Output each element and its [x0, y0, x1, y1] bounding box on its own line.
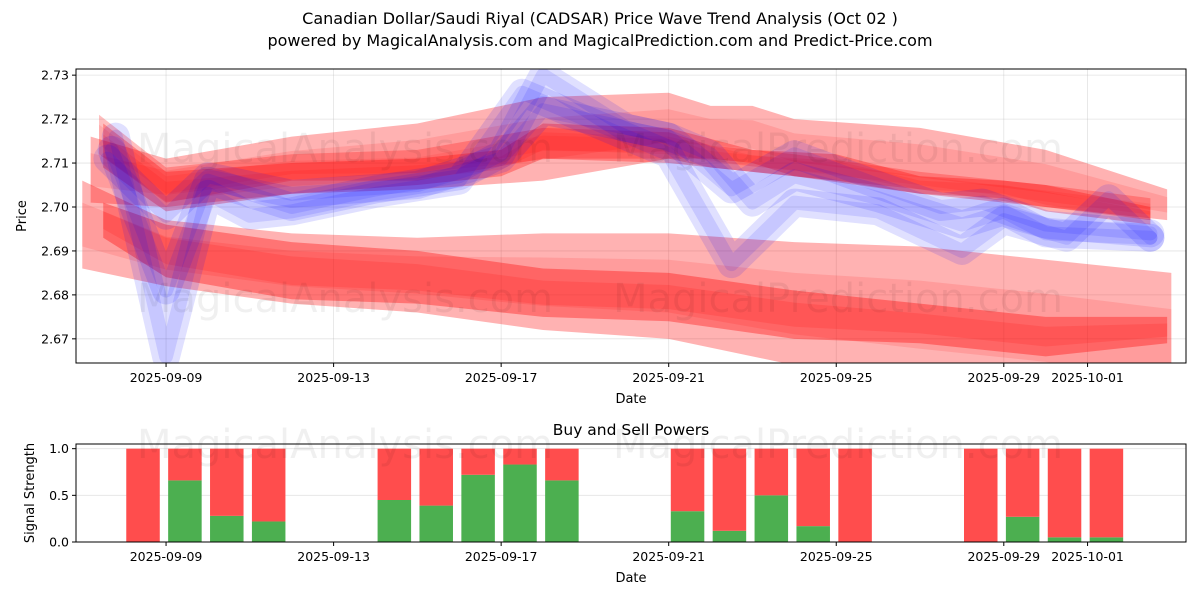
- main-x-tick-label: 2025-10-01: [1051, 370, 1124, 385]
- sell-bar: [796, 448, 830, 527]
- watermark-analysis-top: MagicalAnalysis.com: [137, 126, 553, 172]
- red-band-upper-thin: [99, 114, 1151, 221]
- bar-axes-frame: [75, 443, 1187, 543]
- red-band-lower-wide: [82, 180, 1172, 363]
- buy-bar: [1005, 516, 1040, 542]
- bar-chart-title: Buy and Sell Powers: [553, 421, 710, 439]
- buy-bar: [461, 474, 495, 542]
- blue-wave-2-core: [104, 69, 1158, 298]
- red-band-upper-wide-inner: [90, 109, 1168, 213]
- sell-bar: [461, 448, 495, 475]
- main-y-tick-label: 2.68: [41, 287, 69, 302]
- main-y-axis-label: Price: [15, 200, 30, 232]
- buy-bar: [419, 505, 453, 542]
- sell-bar: [1089, 448, 1124, 538]
- sell-bar: [251, 448, 286, 522]
- bar-y-tick-label: 0.5: [49, 488, 69, 503]
- blue-wave-2: [97, 69, 1165, 305]
- bar-x-tick-label: 2025-09-21: [632, 549, 705, 564]
- blue-wave-1-core: [108, 85, 1158, 363]
- buy-bar: [210, 515, 244, 542]
- chart-subtitle: powered by MagicalAnalysis.com and Magic…: [267, 31, 933, 50]
- sell-bar: [712, 448, 747, 531]
- watermark-analysis-bottom: MagicalAnalysis.com: [137, 276, 553, 322]
- sell-bar: [377, 448, 412, 500]
- buy-bar: [503, 464, 537, 542]
- bar-x-tick-label: 2025-10-01: [1051, 549, 1124, 564]
- watermark-prediction-bars: MagicalPrediction.com: [613, 422, 1063, 468]
- buy-bar: [754, 495, 789, 542]
- main-x-axis-label: Date: [615, 392, 646, 407]
- blue-wave-1: [101, 78, 1165, 363]
- sell-bar: [1005, 448, 1040, 517]
- main-y-tick-label: 2.73: [41, 68, 69, 83]
- bar-ticks: 0.0 0.5 1.0 2025-09-09 2025-09-13 2025-09-17 2…: [49, 441, 1124, 564]
- buy-bar: [670, 511, 705, 542]
- main-grid: [76, 69, 1186, 363]
- chart-title: Canadian Dollar/Saudi Riyal (CADSAR) Pri…: [302, 9, 898, 28]
- watermark-prediction-top: MagicalPrediction.com: [613, 126, 1063, 172]
- main-x-tick-label: 2025-09-13: [297, 370, 370, 385]
- sell-bar: [964, 448, 998, 542]
- bar-x-tick-label: 2025-09-09: [130, 549, 203, 564]
- bar-x-tick-label: 2025-09-25: [800, 549, 873, 564]
- bar-x-tick-label: 2025-09-17: [465, 549, 538, 564]
- main-ticks: 2.67 2.68 2.69 2.70 2.71 2.72 2.73 2025-09-09 20…: [41, 68, 1124, 385]
- main-y-tick-label: 2.69: [41, 243, 69, 258]
- blue-wave-3-core: [100, 103, 1158, 241]
- sell-bar: [545, 448, 579, 481]
- buy-bar: [251, 521, 286, 542]
- red-band-lower-core: [103, 202, 1168, 357]
- sell-bar: [838, 448, 872, 542]
- watermark-analysis-bars: MagicalAnalysis.com: [137, 422, 553, 468]
- main-axes-frame: [75, 68, 1187, 364]
- sell-bar: [670, 448, 705, 512]
- bar-y-axis-label: Signal Strength: [23, 443, 38, 543]
- sell-bar: [419, 448, 453, 506]
- red-band-lower-core-inner: [103, 211, 1168, 347]
- buy-bar: [712, 530, 747, 542]
- main-x-tick-label: 2025-09-25: [800, 370, 873, 385]
- bar-x-tick-label: 2025-09-13: [297, 549, 370, 564]
- sell-bar: [1047, 448, 1082, 538]
- buy-bar: [377, 500, 412, 542]
- red-band-lower-wide-inner: [82, 202, 1172, 363]
- main-x-tick-label: 2025-09-09: [130, 370, 203, 385]
- buy-bar: [1047, 537, 1082, 542]
- red-band-upper-thin-inner: [99, 124, 1151, 215]
- bar-y-tick-label: 1.0: [49, 441, 69, 456]
- main-x-tick-label: 2025-09-29: [967, 370, 1040, 385]
- sell-bar: [126, 448, 160, 542]
- bar-x-axis-label: Date: [615, 571, 646, 586]
- red-band-upper-core: [103, 123, 1151, 225]
- price-bands: [82, 69, 1172, 363]
- blue-wave-3: [93, 96, 1165, 248]
- signal-bars: [126, 448, 1124, 542]
- buy-bar: [796, 526, 830, 542]
- main-y-tick-label: 2.72: [41, 112, 69, 127]
- main-x-tick-label: 2025-09-21: [632, 370, 705, 385]
- main-y-tick-label: 2.67: [41, 331, 69, 346]
- main-y-tick-label: 2.70: [41, 199, 69, 214]
- main-y-tick-label: 2.71: [41, 156, 69, 171]
- bar-x-tick-label: 2025-09-29: [967, 549, 1040, 564]
- sell-bar: [168, 448, 202, 481]
- red-band-upper-wide: [90, 92, 1168, 221]
- watermark-prediction-bottom: MagicalPrediction.com: [613, 276, 1063, 322]
- sell-bar: [754, 448, 789, 496]
- buy-bar: [1089, 537, 1124, 542]
- bar-y-tick-label: 0.0: [49, 535, 69, 550]
- buy-bar: [545, 480, 579, 542]
- sell-bar: [503, 448, 537, 465]
- buy-bar: [168, 480, 202, 542]
- red-band-upper-core-inner: [103, 132, 1151, 221]
- sell-bar: [210, 448, 244, 516]
- main-x-tick-label: 2025-09-17: [465, 370, 538, 385]
